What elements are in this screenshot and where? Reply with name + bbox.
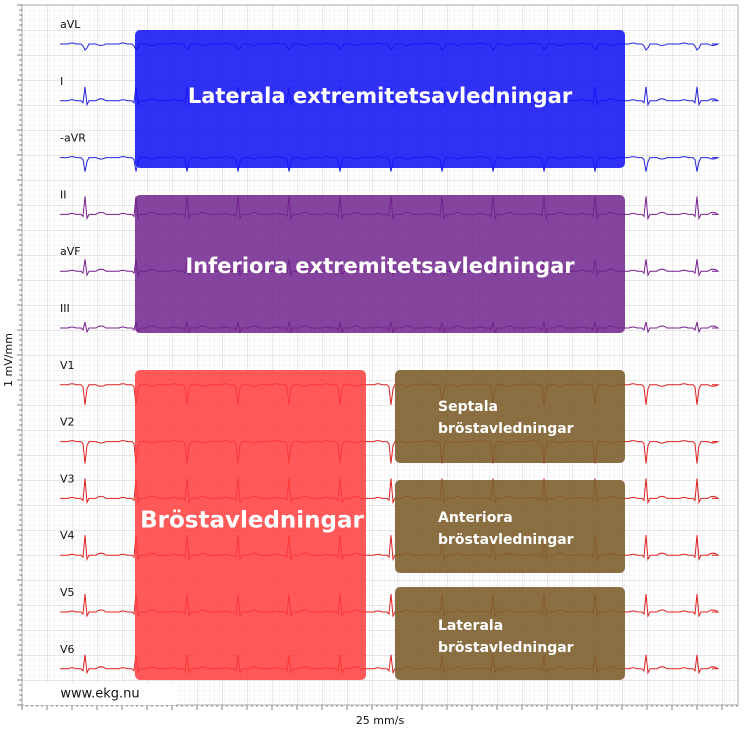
lead-label: I (60, 75, 63, 88)
region-box (395, 370, 625, 463)
lead-label: V5 (60, 586, 75, 599)
region-box (135, 370, 366, 680)
lead-label: II (60, 188, 67, 201)
region-label: Laterala extremitetsavledningar (188, 84, 573, 108)
ruler (17, 4, 738, 710)
region-box (135, 195, 625, 333)
lead-label: aVL (60, 18, 81, 31)
lead-label: V6 (60, 643, 75, 656)
region-label: Anteriora (438, 510, 513, 526)
watermark: www.ekg.nu (60, 687, 139, 702)
lead-labels: aVL I -aVR II aVF III V1 V2 V3 V4 V5 V6 (60, 18, 86, 656)
lead-label: aVF (60, 245, 81, 258)
lead-label: V1 (60, 359, 75, 372)
region-label: bröstavledningar (438, 640, 574, 656)
region-label: Septala (438, 399, 498, 415)
speed-label: 25 mm/s (356, 714, 405, 727)
region-label: bröstavledningar (438, 532, 574, 548)
region-label: Bröstavledningar (140, 508, 364, 534)
lead-label: V2 (60, 416, 75, 429)
lead-label: V4 (60, 529, 75, 542)
region-label: Laterala (438, 618, 503, 634)
region-box (395, 480, 625, 573)
gain-label: 1 mV/mm (2, 333, 15, 387)
region-label: Inferiora extremitetsavledningar (185, 254, 575, 278)
region-label: bröstavledningar (438, 421, 574, 437)
lead-label: V3 (60, 472, 75, 485)
region-box (135, 30, 625, 168)
region-box (395, 587, 625, 680)
watermark-box (24, 683, 176, 705)
lead-label: -aVR (60, 132, 86, 145)
lead-label: III (60, 302, 70, 315)
